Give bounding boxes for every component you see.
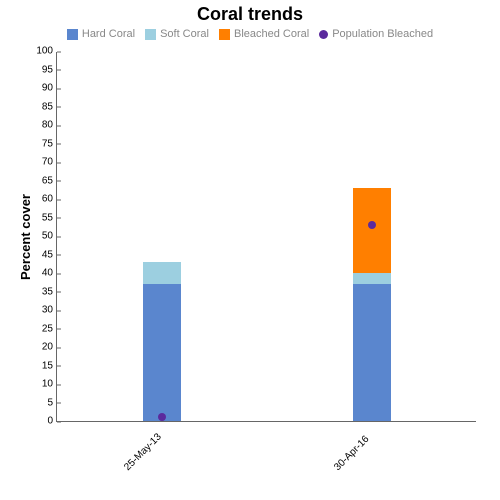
y-tick: 55: [42, 212, 57, 223]
bar-segment-hard: [353, 284, 391, 421]
x-tick: 30-Apr-16: [328, 430, 371, 473]
y-tick: 100: [36, 46, 57, 57]
legend-item: Hard Coral: [67, 28, 135, 40]
legend-item: Soft Coral: [145, 28, 209, 40]
y-tick: 80: [42, 120, 57, 131]
bar-stack: [143, 262, 181, 421]
y-tick: 70: [42, 157, 57, 168]
plot-area: 0510152025303540455055606570758085909510…: [56, 52, 476, 422]
y-tick: 85: [42, 101, 57, 112]
y-tick: 0: [47, 416, 57, 427]
legend-square-swatch: [67, 29, 78, 40]
y-tick: 5: [47, 397, 57, 408]
chart-title: Coral trends: [0, 4, 500, 25]
y-tick: 20: [42, 342, 57, 353]
legend-label: Bleached Coral: [234, 28, 309, 40]
y-tick: 10: [42, 379, 57, 390]
y-tick: 60: [42, 194, 57, 205]
y-axis-label: Percent cover: [18, 194, 33, 280]
coral-trends-chart: Coral trends Hard Coral Soft Coral Bleache…: [0, 0, 500, 500]
scatter-point: [368, 221, 376, 229]
bar-segment-soft: [353, 273, 391, 284]
y-tick: 35: [42, 286, 57, 297]
y-tick: 15: [42, 360, 57, 371]
legend-point-swatch: [319, 30, 328, 39]
y-tick: 75: [42, 138, 57, 149]
bar-segment-soft: [143, 262, 181, 284]
legend-label: Soft Coral: [160, 28, 209, 40]
y-tick: 65: [42, 175, 57, 186]
y-tick: 40: [42, 268, 57, 279]
x-tick: 25-May-13: [118, 427, 164, 473]
chart-legend: Hard Coral Soft Coral Bleached Coral Popula…: [0, 28, 500, 40]
y-tick: 50: [42, 231, 57, 242]
bar-segment-hard: [143, 284, 181, 421]
legend-item: Bleached Coral: [219, 28, 309, 40]
y-tick: 45: [42, 249, 57, 260]
legend-label: Population Bleached: [332, 28, 433, 40]
y-tick: 95: [42, 64, 57, 75]
legend-label: Hard Coral: [82, 28, 135, 40]
scatter-point: [158, 413, 166, 421]
bar-segment-bleached: [353, 188, 391, 273]
legend-square-swatch: [219, 29, 230, 40]
legend-item: Population Bleached: [319, 28, 433, 40]
legend-square-swatch: [145, 29, 156, 40]
y-tick: 90: [42, 83, 57, 94]
y-tick: 25: [42, 323, 57, 334]
y-tick: 30: [42, 305, 57, 316]
